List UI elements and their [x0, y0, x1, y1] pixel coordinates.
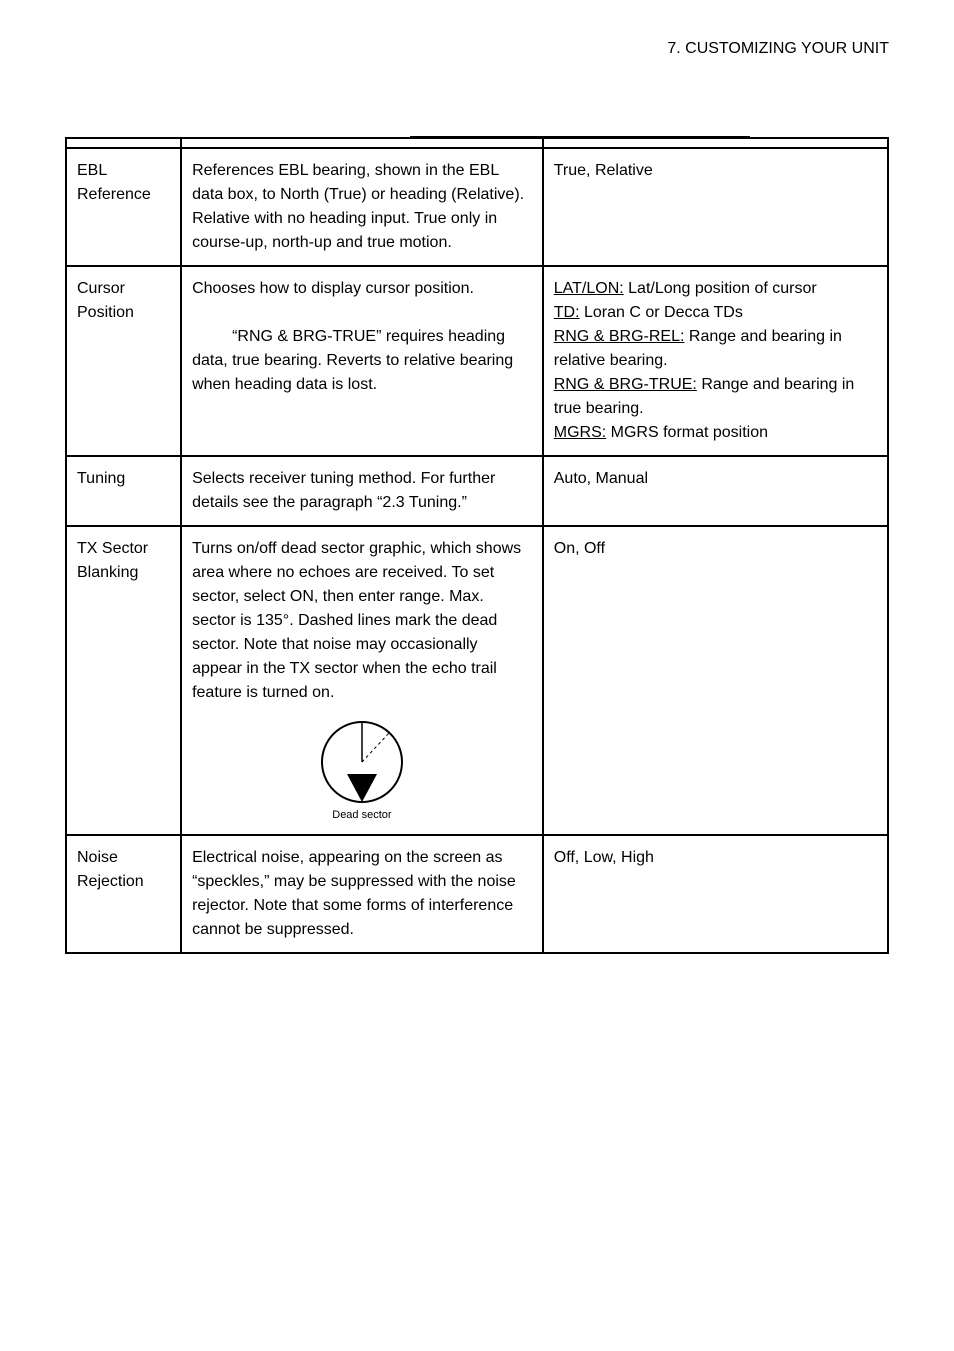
cursor-desc-line2: “RNG & BRG-TRUE” requires heading data, …: [192, 325, 532, 397]
item-desc: Electrical noise, appearing on the scree…: [181, 835, 543, 953]
opt-text: Lat/Long position of cursor: [624, 280, 817, 297]
item-name: Cursor Position: [66, 266, 181, 456]
item-name: Tuning: [66, 456, 181, 526]
item-name: Noise Rejection: [66, 835, 181, 953]
item-opts: LAT/LON: Lat/Long position of cursor TD:…: [543, 266, 888, 456]
item-opts: Off, Low, High: [543, 835, 888, 953]
item-desc: Turns on/off dead sector graphic, which …: [181, 526, 543, 835]
cursor-desc-line1: Chooses how to display cursor position.: [192, 277, 532, 301]
item-desc: References EBL bearing, shown in the EBL…: [181, 148, 543, 266]
table-row: Noise Rejection Electrical noise, appear…: [66, 835, 888, 953]
opt-label: MGRS:: [554, 424, 606, 441]
header-cell-empty-3: [543, 138, 888, 148]
table-row: TX Sector Blanking Turns on/off dead sec…: [66, 526, 888, 835]
header-cell-empty-1: [66, 138, 181, 148]
table-row: Cursor Position Chooses how to display c…: [66, 266, 888, 456]
opt-label: TD:: [554, 304, 580, 321]
opt-label: LAT/LON:: [554, 280, 624, 297]
settings-table: EBL Reference References EBL bearing, sh…: [65, 137, 889, 954]
dead-sector-caption: Dead sector: [192, 807, 532, 824]
item-opts: Auto, Manual: [543, 456, 888, 526]
opt-text: MGRS format position: [606, 424, 768, 441]
tx-desc-text: Turns on/off dead sector graphic, which …: [192, 540, 521, 701]
header-cell-empty-2: [181, 138, 543, 148]
table-row: Tuning Selects receiver tuning method. F…: [66, 456, 888, 526]
item-name: TX Sector Blanking: [66, 526, 181, 835]
table-header-row: [66, 138, 888, 148]
item-opts: On, Off: [543, 526, 888, 835]
item-desc: Chooses how to display cursor position. …: [181, 266, 543, 456]
item-name: EBL Reference: [66, 148, 181, 266]
dead-sector-icon: [319, 719, 405, 805]
item-opts: True, Relative: [543, 148, 888, 266]
opt-label: RNG & BRG-REL:: [554, 328, 685, 345]
page-header-title: 7. CUSTOMIZING YOUR UNIT: [65, 40, 889, 58]
opt-text: Loran C or Decca TDs: [580, 304, 743, 321]
opt-label: RNG & BRG-TRUE:: [554, 376, 697, 393]
item-desc: Selects receiver tuning method. For furt…: [181, 456, 543, 526]
dead-sector-figure: Dead sector: [192, 719, 532, 824]
table-row: EBL Reference References EBL bearing, sh…: [66, 148, 888, 266]
